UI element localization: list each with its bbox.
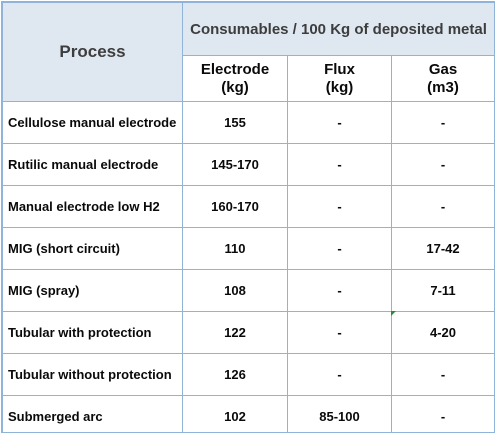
flux-cell: - <box>287 353 392 396</box>
table-row: Tubular without protection 126 - - <box>2 353 494 396</box>
electrode-cell: 145-170 <box>182 143 288 186</box>
consumables-group-header: Consumables / 100 Kg of deposited metal <box>181 2 494 56</box>
gas-cell: - <box>390 395 494 432</box>
electrode-cell: 155 <box>182 101 288 144</box>
gas-header-unit: (m3) <box>427 78 459 96</box>
electrode-header-unit: (kg) <box>221 78 249 96</box>
gas-cell: 17-42 <box>390 227 494 270</box>
table-row: Tubular with protection 122 - 4-20 <box>2 311 494 354</box>
process-cell: MIG (short circuit) <box>2 227 183 270</box>
process-cell: Submerged arc <box>2 395 183 432</box>
flux-cell: - <box>287 101 392 144</box>
flux-cell: 85-100 <box>287 395 392 432</box>
cell-corner-marker <box>391 311 396 316</box>
table-row: MIG (short circuit) 110 - 17-42 <box>2 227 494 270</box>
electrode-cell: 122 <box>182 311 288 354</box>
gas-cell: - <box>390 101 494 144</box>
electrode-cell: 108 <box>182 269 288 312</box>
gas-cell: 7-11 <box>390 269 494 312</box>
flux-cell: - <box>287 269 392 312</box>
electrode-cell: 126 <box>182 353 288 396</box>
flux-header-name: Flux <box>324 60 355 78</box>
flux-cell: - <box>287 143 392 186</box>
gas-cell: - <box>390 143 494 186</box>
flux-cell: - <box>287 185 392 228</box>
flux-cell: - <box>287 311 392 354</box>
process-cell: Manual electrode low H2 <box>2 185 183 228</box>
gas-column-header: Gas (m3) <box>390 55 494 102</box>
gas-cell: 4-20 <box>390 311 494 354</box>
gas-cell: - <box>390 185 494 228</box>
process-header: Process <box>2 2 183 102</box>
gas-header-name: Gas <box>428 60 458 78</box>
process-cell: Rutilic manual electrode <box>2 143 183 186</box>
electrode-column-header: Electrode (kg) <box>182 55 288 102</box>
flux-header-unit: (kg) <box>325 78 354 96</box>
process-cell: Cellulose manual electrode <box>2 101 183 144</box>
table-row: Rutilic manual electrode 145-170 - - <box>2 143 494 186</box>
electrode-cell: 110 <box>182 227 288 270</box>
electrode-header-name: Electrode <box>200 60 270 78</box>
table-row: MIG (spray) 108 - 7-11 <box>2 269 494 312</box>
flux-column-header: Flux (kg) <box>287 55 392 102</box>
process-cell: Tubular without protection <box>2 353 183 396</box>
electrode-cell: 160-170 <box>182 185 288 228</box>
table-row: Cellulose manual electrode 155 - - <box>2 101 494 144</box>
gas-cell: - <box>390 353 494 396</box>
table-row: Manual electrode low H2 160-170 - - <box>2 185 494 228</box>
electrode-cell: 102 <box>182 395 288 432</box>
flux-cell: - <box>287 227 392 270</box>
table-row: Submerged arc 102 85-100 - <box>2 395 494 432</box>
process-cell: MIG (spray) <box>2 269 183 312</box>
process-cell: Tubular with protection <box>2 311 183 354</box>
